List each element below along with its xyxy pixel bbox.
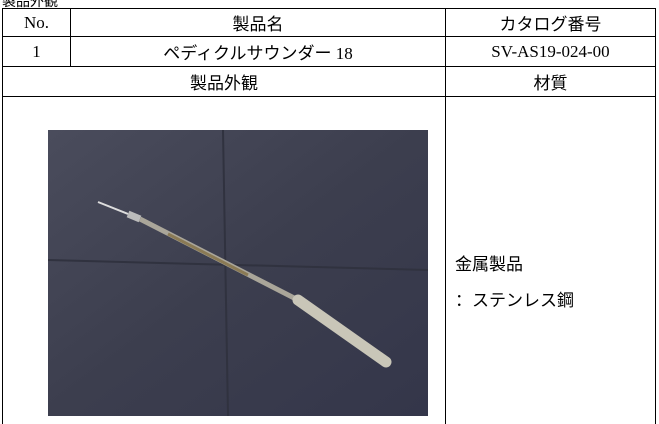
material-text: ：ステンレス鋼 bbox=[455, 291, 574, 310]
header-cell: No. bbox=[2, 8, 71, 37]
subheader-cell: 製品外観 bbox=[2, 66, 446, 97]
subheader-cell: 材質 bbox=[445, 66, 656, 97]
header-cell: 製品名 bbox=[70, 8, 446, 37]
material-cell bbox=[445, 96, 656, 424]
table-cell: SV-AS19-024-00 bbox=[445, 36, 656, 67]
table-cell: ペディクルサウンダー 18 bbox=[70, 36, 446, 67]
header-cell: カタログ番号 bbox=[445, 8, 656, 37]
caption: 製品外観 bbox=[2, 0, 58, 10]
material-text: 金属製品 bbox=[455, 255, 523, 274]
table-cell: 1 bbox=[2, 36, 71, 67]
product-photo bbox=[48, 130, 428, 416]
